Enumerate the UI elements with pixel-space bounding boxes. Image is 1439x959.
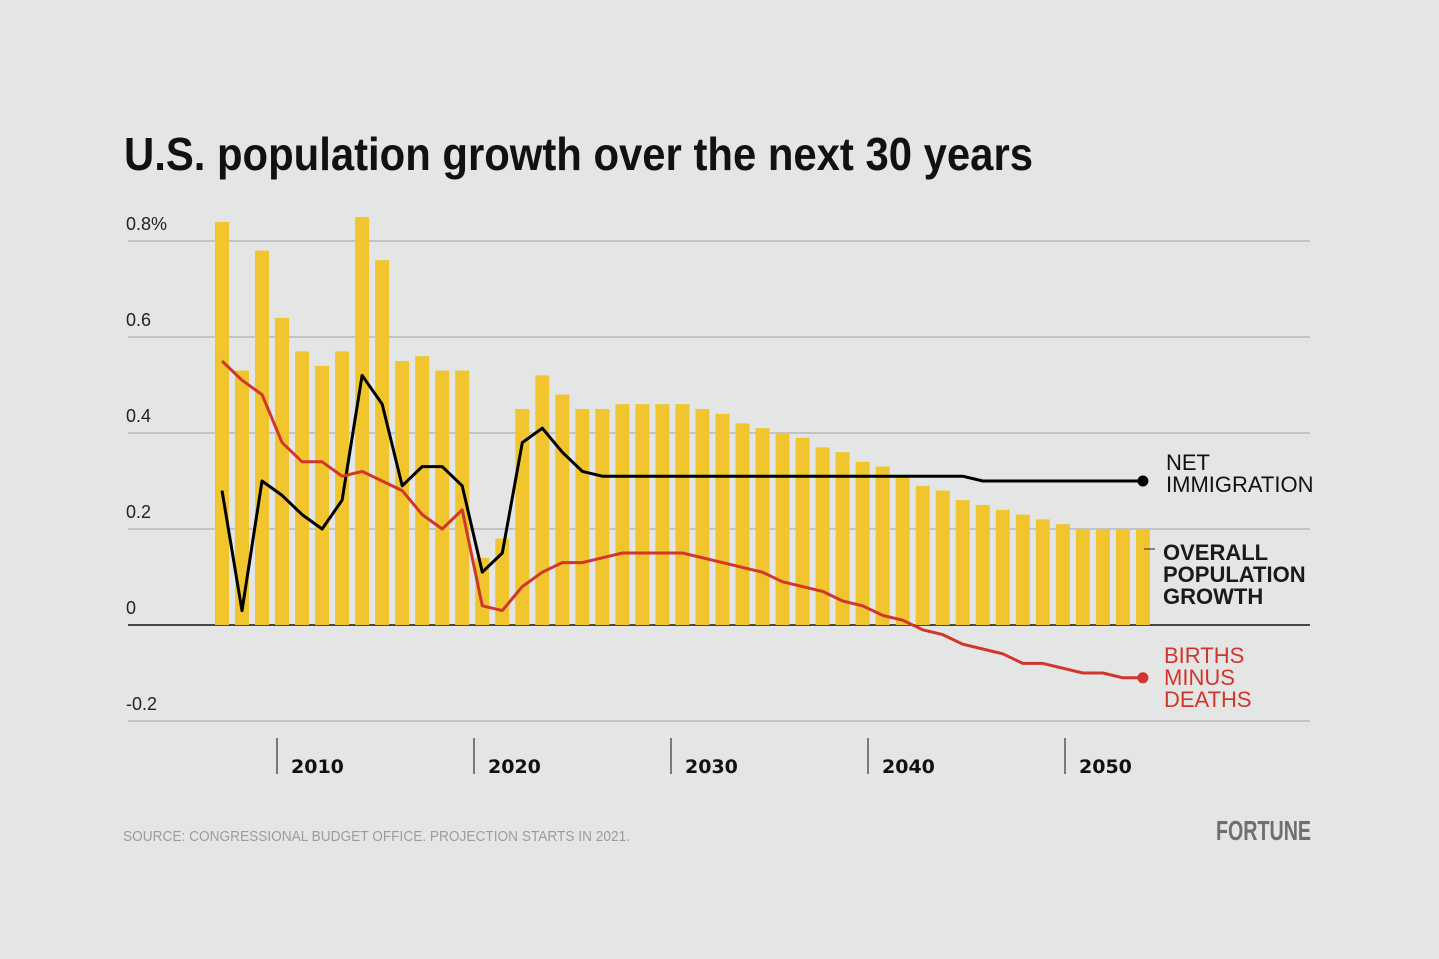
y-tick-label: 0: [126, 598, 136, 618]
bar-2016: [395, 361, 410, 625]
series-lines: [220, 359, 1149, 684]
x-axis: 2010 2020 2030 2040 2050: [276, 738, 1132, 778]
bar-2044: [955, 500, 970, 625]
bar-2028: [635, 404, 650, 625]
bar-2049: [1055, 524, 1070, 625]
y-tick-label: -0.2: [126, 694, 157, 714]
bar-2024: [555, 394, 570, 625]
bar-2030: [675, 404, 690, 625]
bar-2019: [455, 370, 470, 625]
bars-overall-population-growth: [215, 217, 1150, 626]
y-tick-label: 0.4: [126, 406, 151, 426]
net-immigration-end-dot: [1137, 475, 1149, 487]
bar-2008: [235, 370, 250, 625]
bar-2031: [695, 409, 710, 625]
bar-2025: [575, 409, 590, 625]
y-tick-label: 0.8%: [126, 214, 167, 234]
bar-2021: [495, 538, 510, 625]
bar-2040: [875, 466, 890, 625]
bar-2018: [435, 370, 450, 625]
bar-2037: [815, 447, 830, 625]
bar-2046: [995, 509, 1010, 625]
bar-2053: [1135, 529, 1150, 625]
net-immigration-label: NET: [1166, 450, 1210, 475]
bar-2041: [895, 476, 910, 625]
bar-2051: [1095, 529, 1110, 625]
bar-2035: [775, 433, 790, 625]
bar-2009: [255, 250, 270, 625]
bar-2017: [415, 356, 430, 625]
births-minus-deaths-label: BIRTHS: [1164, 643, 1244, 668]
overall-population-growth-label: OVERALL: [1163, 540, 1268, 565]
births-minus-deaths-label: DEATHS: [1164, 687, 1252, 712]
overall-population-growth-label: GROWTH: [1163, 584, 1263, 609]
bar-2032: [715, 413, 730, 625]
bar-2048: [1035, 519, 1050, 625]
bar-2015: [375, 260, 390, 625]
bar-2034: [755, 428, 770, 625]
x-tick-label: 2040: [882, 756, 935, 778]
source-note: SOURCE: CONGRESSIONAL BUDGET OFFICE. PRO…: [123, 828, 630, 845]
bar-2045: [975, 505, 990, 625]
bar-2027: [615, 404, 630, 625]
bar-2036: [795, 437, 810, 625]
bar-2011: [295, 351, 310, 625]
bar-2042: [915, 485, 930, 625]
bar-2023: [535, 375, 550, 625]
net-immigration-line: [220, 373, 1143, 613]
bar-2039: [855, 461, 870, 625]
births-minus-deaths-label: MINUS: [1164, 665, 1235, 690]
bar-2012: [315, 365, 330, 625]
bar-2050: [1075, 529, 1090, 625]
bar-2029: [655, 404, 670, 625]
bar-2014: [355, 217, 370, 625]
fortune-logo: FORTUNE: [1216, 815, 1311, 846]
overall-population-growth-label: POPULATION: [1163, 562, 1306, 587]
births-minus-deaths-line: [220, 359, 1143, 680]
y-tick-label: 0.6: [126, 310, 151, 330]
bar-2052: [1115, 529, 1130, 625]
x-tick-label: 2050: [1079, 756, 1132, 778]
bar-2020: [475, 557, 490, 625]
bar-2038: [835, 452, 850, 625]
y-axis-labels: 0.8% 0.6 0.4 0.2 0 -0.2: [126, 214, 167, 714]
bar-2047: [1015, 514, 1030, 625]
bar-2010: [275, 317, 290, 625]
net-immigration-label: IMMIGRATION: [1166, 472, 1313, 497]
x-tick-label: 2020: [488, 756, 541, 778]
births-minus-deaths-end-dot: [1137, 672, 1149, 684]
x-tick-label: 2030: [685, 756, 738, 778]
bar-2026: [595, 409, 610, 625]
chart-title: U.S. population growth over the next 30 …: [124, 128, 1033, 180]
x-tick-label: 2010: [291, 756, 344, 778]
bar-2007: [215, 221, 229, 626]
bar-2013: [335, 351, 350, 625]
bar-2043: [935, 490, 950, 625]
bar-2033: [735, 423, 750, 625]
y-tick-label: 0.2: [126, 502, 151, 522]
